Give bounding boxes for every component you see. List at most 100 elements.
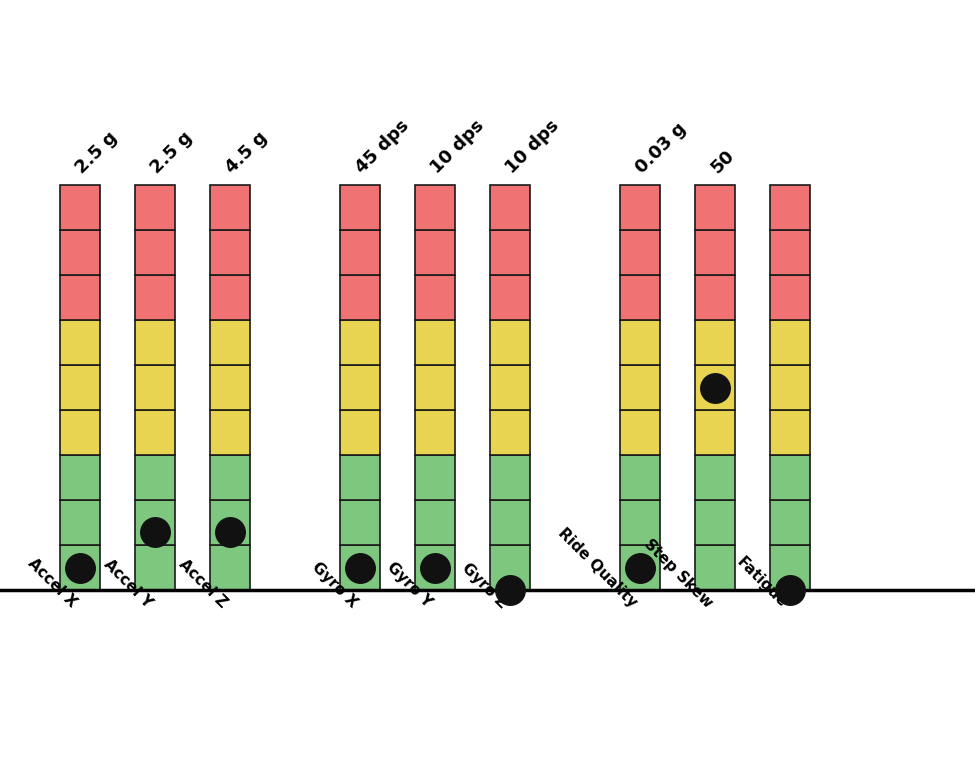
Bar bbox=[490, 410, 530, 455]
Bar bbox=[60, 410, 100, 455]
Bar bbox=[60, 545, 100, 590]
Bar bbox=[135, 545, 175, 590]
Bar bbox=[695, 365, 735, 410]
Bar bbox=[695, 455, 735, 500]
Bar bbox=[135, 275, 175, 320]
Bar bbox=[340, 230, 380, 275]
Point bbox=[147, 525, 163, 538]
Bar bbox=[695, 185, 735, 230]
Bar bbox=[60, 185, 100, 230]
Bar bbox=[490, 500, 530, 545]
Bar bbox=[490, 185, 530, 230]
Bar bbox=[415, 185, 455, 230]
Bar bbox=[340, 365, 380, 410]
Bar bbox=[415, 455, 455, 500]
Bar bbox=[210, 365, 250, 410]
Bar bbox=[340, 275, 380, 320]
Bar bbox=[770, 410, 810, 455]
Bar bbox=[135, 320, 175, 365]
Point bbox=[782, 584, 798, 596]
Text: 45 dps: 45 dps bbox=[352, 116, 412, 177]
Bar bbox=[340, 320, 380, 365]
Bar bbox=[340, 500, 380, 545]
Text: 50: 50 bbox=[707, 146, 738, 177]
Bar bbox=[340, 545, 380, 590]
Bar bbox=[770, 455, 810, 500]
Text: Ride Quality: Ride Quality bbox=[555, 525, 640, 611]
Text: 10 dps: 10 dps bbox=[427, 116, 488, 177]
Bar bbox=[695, 545, 735, 590]
Text: Gyro Y: Gyro Y bbox=[384, 560, 435, 611]
Bar bbox=[415, 365, 455, 410]
Text: 2.5 g: 2.5 g bbox=[72, 129, 121, 177]
Bar bbox=[210, 545, 250, 590]
Bar bbox=[135, 185, 175, 230]
Bar bbox=[620, 185, 660, 230]
Bar bbox=[135, 500, 175, 545]
Text: 10 dps: 10 dps bbox=[502, 116, 563, 177]
Point bbox=[502, 584, 518, 596]
Text: Accel X: Accel X bbox=[25, 556, 80, 611]
Bar bbox=[415, 230, 455, 275]
Bar bbox=[770, 320, 810, 365]
Point bbox=[632, 561, 647, 574]
Bar bbox=[490, 545, 530, 590]
Bar bbox=[490, 455, 530, 500]
Bar bbox=[60, 275, 100, 320]
Point bbox=[707, 381, 722, 394]
Bar bbox=[695, 410, 735, 455]
Bar bbox=[490, 320, 530, 365]
Bar bbox=[135, 230, 175, 275]
Bar bbox=[695, 320, 735, 365]
Bar bbox=[620, 455, 660, 500]
Point bbox=[72, 561, 88, 574]
Bar bbox=[620, 275, 660, 320]
Bar bbox=[415, 410, 455, 455]
Bar bbox=[695, 275, 735, 320]
Text: Gyro X: Gyro X bbox=[309, 560, 360, 611]
Bar bbox=[135, 410, 175, 455]
Text: Fatigue: Fatigue bbox=[734, 554, 790, 611]
Bar bbox=[210, 455, 250, 500]
Bar bbox=[415, 545, 455, 590]
Point bbox=[222, 525, 238, 538]
Bar bbox=[490, 365, 530, 410]
Bar bbox=[620, 545, 660, 590]
Bar bbox=[340, 410, 380, 455]
Bar bbox=[210, 185, 250, 230]
Bar bbox=[210, 230, 250, 275]
Bar bbox=[60, 365, 100, 410]
Bar bbox=[60, 500, 100, 545]
Text: Step Skew: Step Skew bbox=[641, 536, 715, 611]
Bar bbox=[210, 500, 250, 545]
Bar bbox=[60, 455, 100, 500]
Bar bbox=[620, 410, 660, 455]
Bar bbox=[210, 275, 250, 320]
Bar bbox=[210, 410, 250, 455]
Bar bbox=[490, 275, 530, 320]
Bar bbox=[60, 320, 100, 365]
Bar bbox=[415, 320, 455, 365]
Bar bbox=[620, 365, 660, 410]
Bar bbox=[340, 185, 380, 230]
Bar bbox=[770, 365, 810, 410]
Bar bbox=[620, 500, 660, 545]
Bar bbox=[620, 320, 660, 365]
Bar bbox=[135, 365, 175, 410]
Bar bbox=[415, 275, 455, 320]
Bar bbox=[770, 185, 810, 230]
Text: 2.5 g: 2.5 g bbox=[147, 129, 196, 177]
Bar bbox=[770, 275, 810, 320]
Bar bbox=[340, 455, 380, 500]
Bar bbox=[770, 230, 810, 275]
Bar bbox=[620, 230, 660, 275]
Point bbox=[352, 561, 368, 574]
Bar bbox=[60, 230, 100, 275]
Point bbox=[427, 561, 443, 574]
Bar bbox=[695, 500, 735, 545]
Bar bbox=[490, 230, 530, 275]
Text: Accel Y: Accel Y bbox=[100, 556, 155, 611]
Bar bbox=[210, 320, 250, 365]
Text: 0.03 g: 0.03 g bbox=[632, 119, 690, 177]
Bar bbox=[695, 230, 735, 275]
